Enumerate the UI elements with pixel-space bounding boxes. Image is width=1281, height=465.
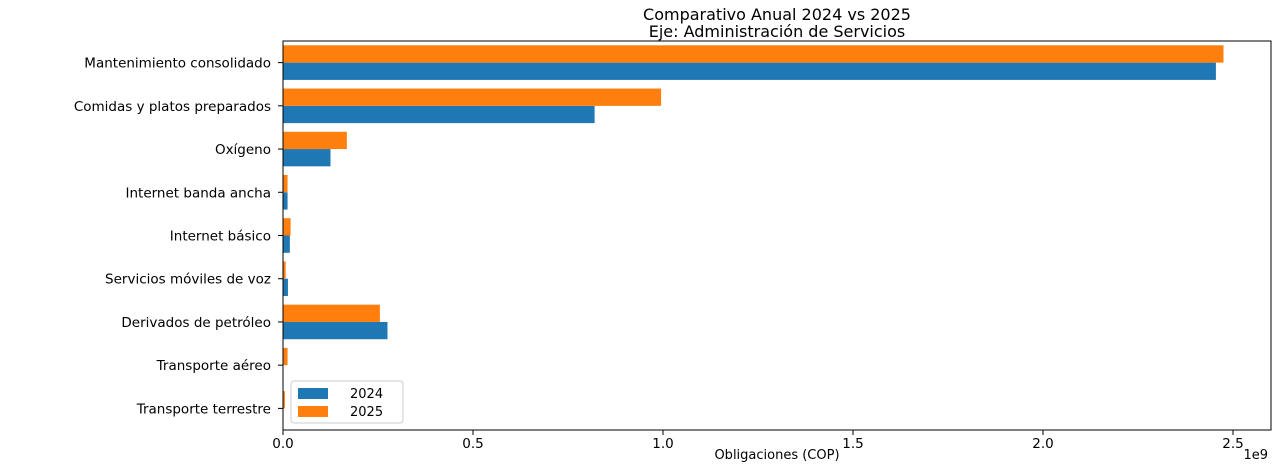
- legend-label-2024: 2024: [350, 387, 383, 402]
- bar-2025-internet-basico: [283, 218, 291, 236]
- bar-2025-transporte-terrestre: [283, 391, 285, 409]
- y-tick-label: Transporte aéreo: [156, 358, 271, 374]
- y-tick-label: Oxígeno: [215, 142, 271, 158]
- bar-2025-comidas-y-platos-preparados: [283, 88, 662, 106]
- bar-2024-internet-banda-ancha: [283, 192, 288, 210]
- legend: 2024 2025: [290, 380, 404, 424]
- x-tick-label: 1.5: [842, 436, 863, 452]
- bar-2024-servicios-moviles-de-voz: [283, 278, 288, 297]
- legend-label-2025: 2025: [350, 405, 383, 420]
- chart-title: Comparativo Anual 2024 vs 2025: [643, 5, 911, 24]
- bar-2025-servicios-moviles-de-voz: [283, 261, 286, 279]
- x-tick-label: 0.0: [272, 436, 293, 452]
- bar-2024-comidas-y-platos-preparados: [283, 105, 595, 124]
- bar-2024-mantenimiento-consolidado: [283, 62, 1216, 80]
- x-tick-label: 0.5: [462, 436, 483, 452]
- y-tick-label: Mantenimiento consolidado: [84, 56, 271, 72]
- y-tick-label: Internet banda ancha: [125, 185, 271, 201]
- bar-2025-derivados-de-petroleo: [283, 304, 380, 322]
- bar-2025-internet-banda-ancha: [283, 174, 288, 193]
- y-tick-label: Internet básico: [170, 229, 271, 245]
- bar-2024-oxigeno: [283, 149, 331, 167]
- bars-group: [283, 45, 1224, 409]
- legend-swatch-2025: [298, 406, 328, 417]
- bar-2024-derivados-de-petroleo: [283, 321, 388, 340]
- bar-2025-oxigeno: [283, 131, 347, 150]
- x-axis-label: Obligaciones (COP): [714, 448, 839, 463]
- y-tick-label: Transporte terrestre: [136, 401, 271, 417]
- plot-frame: [282, 40, 1272, 431]
- x-offset-label: 1e9: [1243, 448, 1268, 463]
- y-tick-label: Servicios móviles de voz: [105, 272, 271, 288]
- y-tick-label: Comidas y platos preparados: [74, 99, 271, 115]
- bar-2024-internet-basico: [283, 235, 290, 253]
- bar-2025-transporte-aereo: [283, 347, 288, 366]
- x-axis-ticks: 0.0 0.5 1.0 1.5 2.0 2.5: [272, 430, 1244, 452]
- y-tick-label: Derivados de petróleo: [121, 315, 271, 331]
- chart-subtitle: Eje: Administración de Servicios: [649, 22, 906, 41]
- legend-swatch-2024: [298, 388, 328, 399]
- bar-2025-mantenimiento-consolidado: [283, 45, 1224, 63]
- x-tick-label: 2.5: [1222, 436, 1243, 452]
- y-axis-ticks: Mantenimiento consolidado Comidas y plato…: [74, 56, 283, 417]
- x-tick-label: 1.0: [652, 436, 673, 452]
- x-tick-label: 2.0: [1032, 436, 1053, 452]
